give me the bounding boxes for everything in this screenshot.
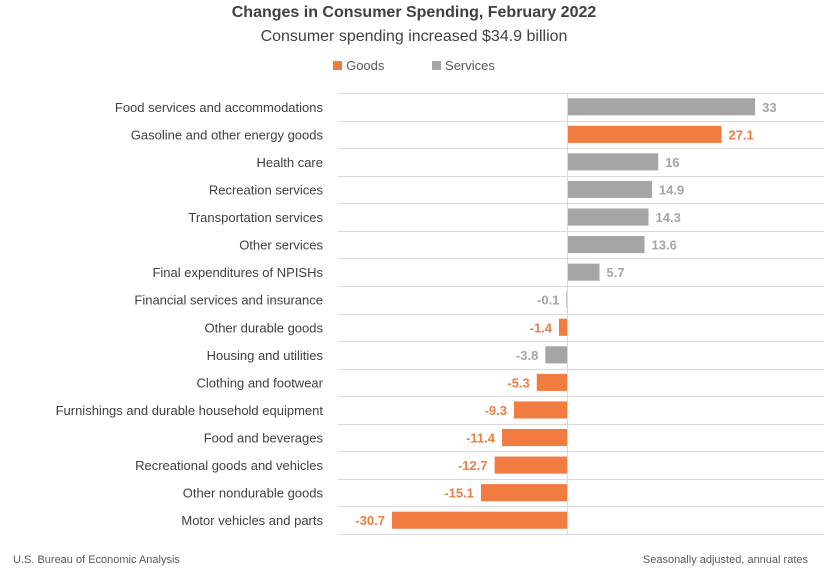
bar (567, 153, 659, 171)
category-label: Food and beverages (204, 431, 324, 446)
data-label: -1.4 (530, 320, 553, 335)
legend-item-services: Services (432, 58, 495, 73)
chart-subtitle: Consumer spending increased $34.9 billio… (260, 28, 568, 45)
category-label: Clothing and footwear (197, 375, 324, 390)
bar (536, 373, 567, 391)
category-label: Food services and accommodations (115, 100, 324, 115)
data-label: -5.3 (507, 375, 529, 390)
category-label: Motor vehicles and parts (181, 513, 323, 528)
bar (567, 98, 756, 116)
data-label: 13.6 (652, 238, 677, 253)
data-label: -15.1 (444, 486, 474, 501)
category-label: Other durable goods (204, 320, 323, 335)
bar (567, 125, 722, 143)
category-label: Health care (257, 155, 323, 170)
bar (567, 180, 652, 199)
category-label: Other nondurable goods (183, 486, 324, 501)
bar (567, 263, 600, 281)
bar (392, 511, 567, 529)
bar (566, 291, 568, 309)
chart-title: Changes in Consumer Spending, February 2… (231, 4, 597, 21)
data-label: -12.7 (458, 458, 488, 473)
data-label: -0.1 (537, 293, 559, 308)
legend-swatch-services (432, 61, 442, 70)
data-label: 16 (665, 155, 679, 170)
category-label: Recreation services (209, 182, 324, 197)
bar (513, 401, 567, 419)
category-label: Recreational goods and vehicles (135, 458, 323, 473)
data-label: -11.4 (466, 431, 496, 446)
data-label: 14.9 (659, 182, 684, 197)
rates-note: Seasonally adjusted, annual rates (642, 554, 808, 566)
data-label: 5.7 (606, 265, 624, 280)
source-note: U.S. Bureau of Economic Analysis (13, 554, 180, 566)
bar (502, 428, 567, 447)
bar (567, 236, 645, 254)
bar (494, 456, 567, 474)
category-label: Transportation services (188, 210, 323, 225)
legend-item-goods: Goods (333, 58, 384, 73)
category-label: Gasoline and other energy goods (131, 127, 324, 142)
bar (559, 318, 567, 336)
data-label: -3.8 (516, 348, 538, 363)
legend-label-goods: Goods (346, 58, 385, 73)
bar (480, 484, 567, 502)
bar (545, 346, 567, 364)
category-label: Financial services and insurance (134, 293, 323, 308)
legend-swatch-goods (333, 61, 343, 70)
category-label: Final expenditures of NPISHs (152, 265, 323, 280)
data-label: 14.3 (656, 210, 681, 225)
legend-label-services: Services (445, 58, 495, 73)
category-label: Other services (239, 238, 323, 253)
data-label: -30.7 (355, 513, 385, 528)
data-label: 33 (762, 100, 776, 115)
category-label: Housing and utilities (207, 348, 324, 363)
data-label: 27.1 (728, 127, 753, 142)
data-label: -9.3 (485, 403, 507, 418)
bar (567, 208, 649, 226)
legend: Goods Services (0, 58, 828, 73)
category-label: Furnishings and durable household equipm… (56, 403, 324, 418)
